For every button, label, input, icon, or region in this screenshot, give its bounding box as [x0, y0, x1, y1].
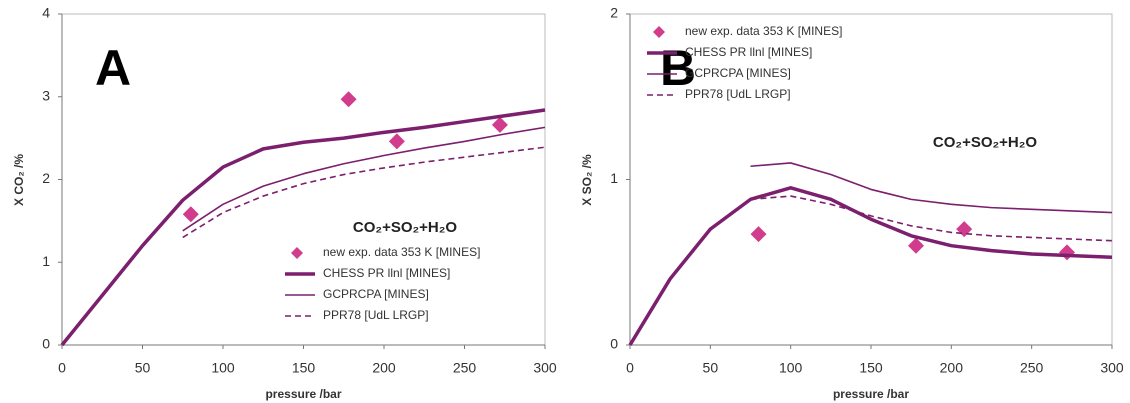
y-tick-label: 4	[42, 5, 50, 21]
legend-marker	[291, 247, 303, 259]
x-axis-label: pressure /bar	[265, 387, 341, 401]
legend-label: PPR78 [UdL LRGP]	[685, 87, 791, 101]
legend-label: PPR78 [UdL LRGP]	[323, 308, 429, 322]
series-line	[750, 162, 1113, 214]
series-line	[750, 195, 1113, 242]
annotation: CO₂+SO₂+H₂O	[353, 219, 458, 236]
y-axis-label: X SO₂ /%	[580, 154, 594, 206]
legend-label: CHESS PR llnl [MINES]	[685, 45, 812, 59]
panel-label: A	[95, 40, 131, 96]
data-point	[182, 206, 199, 223]
legend-marker	[653, 26, 665, 38]
y-tick-label: 1	[610, 170, 618, 186]
x-tick-label: 250	[1020, 360, 1044, 376]
y-tick-label: 3	[42, 87, 50, 103]
y-tick-label: 1	[42, 253, 50, 269]
y-tick-label: 2	[610, 5, 618, 21]
legend-label: new exp. data 353 K [MINES]	[323, 245, 480, 259]
x-tick-label: 200	[372, 360, 396, 376]
series-line	[628, 186, 1113, 346]
legend-label: GCPRCPA [MINES]	[323, 287, 429, 301]
series-line	[60, 108, 546, 347]
x-tick-label: 250	[453, 360, 477, 376]
x-tick-label: 200	[940, 360, 964, 376]
y-axis-label: X CO₂ /%	[12, 154, 26, 206]
legend-label: GCPRCPA [MINES]	[685, 66, 791, 80]
y-tick-label: 0	[610, 336, 618, 352]
y-tick-label: 2	[42, 170, 50, 186]
x-tick-label: 150	[292, 360, 316, 376]
data-point	[340, 91, 357, 108]
x-tick-label: 100	[779, 360, 803, 376]
x-tick-label: 0	[626, 360, 634, 376]
x-tick-label: 50	[135, 360, 151, 376]
x-tick-label: 300	[1100, 360, 1124, 376]
x-tick-label: 100	[211, 360, 235, 376]
series-line	[182, 146, 546, 239]
data-point	[388, 133, 405, 150]
legend-label: new exp. data 353 K [MINES]	[685, 24, 842, 38]
y-tick-label: 0	[42, 336, 50, 352]
x-tick-label: 150	[859, 360, 883, 376]
plot-frame	[629, 13, 1113, 346]
annotation: CO₂+SO₂+H₂O	[933, 134, 1038, 151]
data-point	[907, 237, 924, 254]
x-tick-label: 0	[58, 360, 66, 376]
data-point	[750, 226, 767, 243]
data-point	[491, 116, 508, 133]
x-tick-label: 300	[533, 360, 557, 376]
series-line	[182, 126, 546, 232]
x-axis-label: pressure /bar	[833, 387, 909, 401]
x-tick-label: 50	[703, 360, 719, 376]
data-point	[1059, 244, 1076, 261]
panel-label: B	[660, 40, 696, 96]
legend-label: CHESS PR llnl [MINES]	[323, 266, 450, 280]
